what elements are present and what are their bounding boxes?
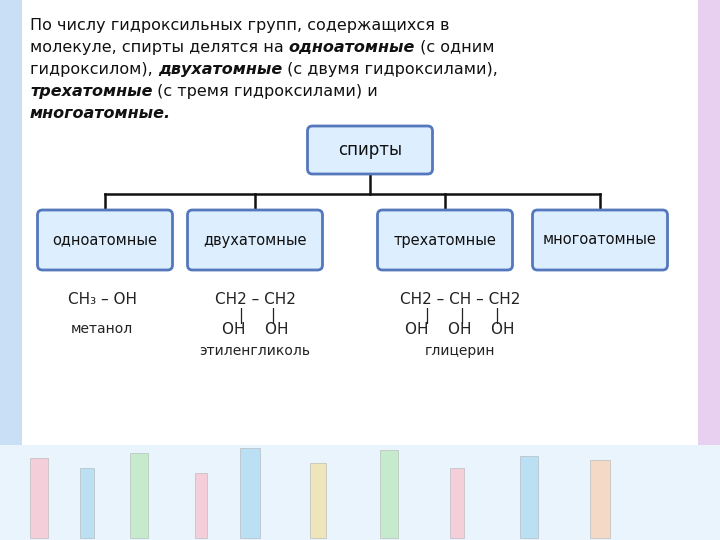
Text: (с одним: (с одним [415, 40, 495, 55]
Text: спирты: спирты [338, 141, 402, 159]
Text: гидроксилом),: гидроксилом), [30, 62, 158, 77]
Text: двухатомные: двухатомные [203, 233, 307, 247]
Text: |: | [495, 308, 500, 324]
Bar [310, 463, 326, 538]
Text: CH2 – CH – CH2: CH2 – CH – CH2 [400, 292, 520, 307]
FancyBboxPatch shape [187, 210, 323, 270]
Text: (с двумя гидроксилами),: (с двумя гидроксилами), [282, 62, 498, 77]
Bar [698, 0, 720, 540]
Text: По числу гидроксильных групп, содержащихся в: По числу гидроксильных групп, содержащих… [30, 18, 449, 33]
FancyBboxPatch shape [37, 210, 173, 270]
Text: |: | [424, 308, 430, 324]
Text: многоатомные: многоатомные [543, 233, 657, 247]
Text: глицерин: глицерин [425, 344, 495, 358]
Bar [0, 445, 720, 540]
Text: метанол: метанол [71, 322, 133, 336]
Bar [80, 468, 94, 538]
Text: молекуле, спирты делятся на: молекуле, спирты делятся на [30, 40, 289, 55]
Bar [0, 0, 22, 540]
Text: двухатомные: двухатомные [158, 62, 282, 77]
Text: CH2 – CH2: CH2 – CH2 [215, 292, 295, 307]
Bar [450, 468, 464, 538]
Text: многоатомные.: многоатомные. [30, 106, 171, 121]
Bar [380, 450, 398, 538]
Bar [30, 458, 48, 538]
Text: |: | [238, 308, 243, 324]
Bar [130, 453, 148, 538]
Text: OH    OH: OH OH [222, 322, 288, 337]
FancyBboxPatch shape [533, 210, 667, 270]
Text: (с тремя гидроксилами) и: (с тремя гидроксилами) и [153, 84, 378, 99]
FancyBboxPatch shape [377, 210, 513, 270]
Bar [520, 456, 538, 538]
Text: CH₃ – OH: CH₃ – OH [68, 292, 137, 307]
Bar [590, 460, 610, 538]
Text: этиленгликоль: этиленгликоль [199, 344, 310, 358]
Text: одноатомные: одноатомные [53, 233, 158, 247]
Text: |: | [459, 308, 464, 324]
Bar [195, 473, 207, 538]
Text: одноатомные: одноатомные [289, 40, 415, 55]
Bar [240, 448, 260, 538]
Text: трехатомные: трехатомные [30, 84, 153, 99]
Text: |: | [271, 308, 276, 324]
FancyBboxPatch shape [307, 126, 433, 174]
Text: трехатомные: трехатомные [394, 233, 496, 247]
Text: OH    OH    OH: OH OH OH [405, 322, 515, 337]
